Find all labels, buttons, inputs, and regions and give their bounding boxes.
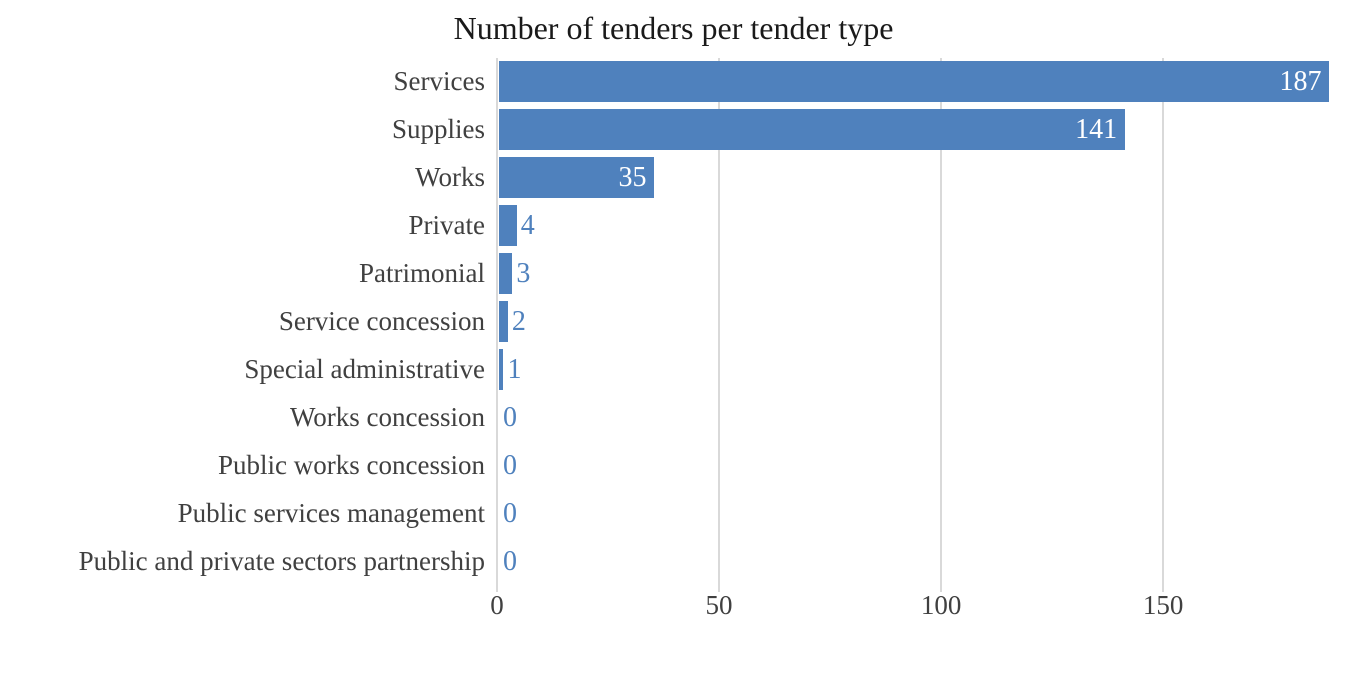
category-label: Supplies [391, 114, 485, 145]
value-label: 0 [503, 497, 517, 529]
category-label: Public works concession [218, 449, 485, 480]
bar-supplies [499, 109, 1126, 151]
value-label: 2 [511, 306, 526, 337]
bar-patrimonial [499, 253, 513, 295]
x-tick-label: 100 [920, 590, 962, 620]
value-label: 187 [1279, 66, 1322, 98]
category-label: Public and private sectors partnership [78, 545, 485, 576]
bar-special-administrative [499, 348, 504, 390]
value-label: 1 [507, 353, 522, 385]
x-tick-label: 150 [1142, 590, 1184, 620]
bar-services [499, 61, 1330, 103]
value-label: 35 [618, 162, 647, 194]
value-label: 0 [503, 449, 517, 481]
category-label: Special administrative [244, 353, 485, 384]
value-label: 0 [503, 545, 517, 577]
category-label: Works concession [289, 401, 485, 432]
x-tick-label: 50 [705, 590, 733, 620]
category-label: Public services management [177, 497, 485, 528]
gridline [1162, 58, 1165, 592]
value-label: 3 [516, 258, 531, 290]
category-label: Patrimonial [359, 258, 485, 289]
plot-area: 187 141 35 4 3 2 1 0 0 0 0 [496, 58, 1347, 592]
chart-title: Number of tenders per tender type [453, 10, 894, 46]
value-label: 4 [520, 210, 535, 242]
x-tick-label: 0 [490, 590, 504, 620]
category-label: Service concession [278, 306, 485, 336]
value-label: 0 [503, 401, 517, 433]
bar-private [499, 205, 517, 247]
category-label: Works [415, 162, 485, 193]
category-label: Services [393, 66, 485, 97]
gridline [496, 58, 498, 592]
gridline [940, 58, 943, 592]
gridline [718, 58, 721, 592]
category-label: Private [408, 210, 485, 241]
value-label: 141 [1075, 114, 1118, 146]
bar-service-concession [499, 301, 508, 342]
bar-works [499, 157, 655, 199]
